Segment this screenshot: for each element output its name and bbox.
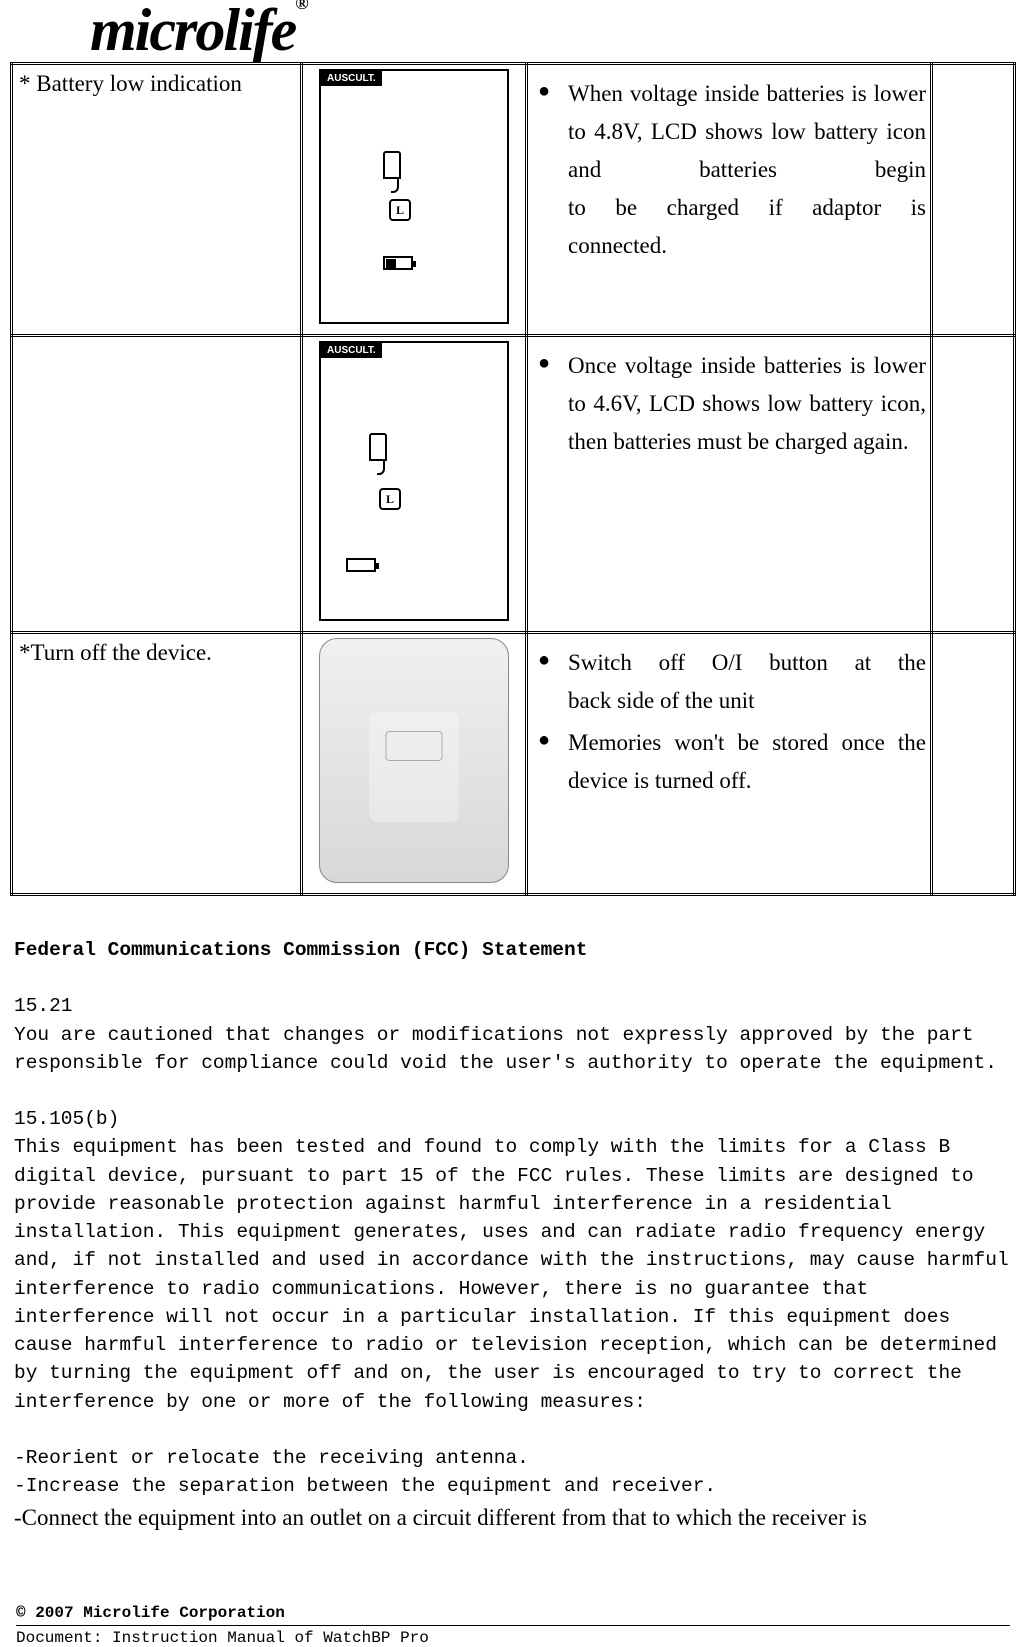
cuff-icon xyxy=(383,151,401,179)
auscult-label: AUSCULT. xyxy=(321,343,382,358)
footer-divider xyxy=(16,1625,1010,1626)
l-icon: L xyxy=(389,199,411,221)
row-empty xyxy=(932,633,1015,895)
fcc-section-head: 15.21 xyxy=(14,992,1012,1020)
row-label: *Turn off the device. xyxy=(12,633,302,895)
bullet-list: Once voltage inside batteries is lower t… xyxy=(532,347,926,461)
bullet-item: Once voltage inside batteries is lower t… xyxy=(532,347,926,461)
bullet-list: Switch off O/I button at the back side o… xyxy=(532,644,926,800)
battery-empty-icon xyxy=(346,558,376,572)
lcd-display-icon: AUSCULT. L xyxy=(319,341,509,621)
row-label xyxy=(12,336,302,633)
fcc-section-body: This equipment has been tested and found… xyxy=(14,1133,1012,1416)
spacer xyxy=(14,1077,1012,1105)
instruction-table: * Battery low indication AUSCULT. L When… xyxy=(10,62,1016,896)
auscult-label: AUSCULT. xyxy=(321,71,382,86)
bullet-text: Switch off O/I button at the back side o… xyxy=(568,650,926,713)
table-row: *Turn off the device. Switch off O/I but… xyxy=(12,633,1015,895)
logo-trademark: ® xyxy=(295,0,306,13)
lcd-display-icon: AUSCULT. L xyxy=(319,69,509,324)
bullet-item: When voltage inside batteries is lower t… xyxy=(532,75,926,265)
logo-text: microlife xyxy=(90,0,295,63)
cuff-icon xyxy=(369,433,387,461)
row-image-cell: AUSCULT. L xyxy=(302,336,527,633)
brand-logo: microlife® xyxy=(10,0,1016,60)
bullet-list: When voltage inside batteries is lower t… xyxy=(532,75,926,265)
fcc-title: Federal Communications Commission (FCC) … xyxy=(14,936,1012,964)
fcc-measure: -Reorient or relocate the receiving ante… xyxy=(14,1444,1012,1472)
table-row: AUSCULT. L Once voltage inside batteries… xyxy=(12,336,1015,633)
bullet-text: When voltage inside batteries is lower t… xyxy=(568,81,926,258)
row-label: * Battery low indication xyxy=(12,64,302,336)
bullet-item: Memories won't be stored once the device… xyxy=(532,724,926,800)
row-empty xyxy=(932,64,1015,336)
footer-copyright: © 2007 Microlife Corporation xyxy=(16,1604,1010,1622)
row-empty xyxy=(932,336,1015,633)
footer-document: Document: Instruction Manual of WatchBP … xyxy=(16,1629,1010,1647)
device-back-icon xyxy=(319,638,509,883)
spacer xyxy=(14,964,1012,992)
fcc-measure: -Connect the equipment into an outlet on… xyxy=(14,1501,1012,1534)
row-description: When voltage inside batteries is lower t… xyxy=(527,64,932,336)
page-container: microlife® * Battery low indication AUSC… xyxy=(0,0,1026,1647)
row-image-cell xyxy=(302,633,527,895)
row-description: Switch off O/I button at the back side o… xyxy=(527,633,932,895)
fcc-statement: Federal Communications Commission (FCC) … xyxy=(10,936,1016,1534)
page-footer: © 2007 Microlife Corporation Document: I… xyxy=(10,1604,1016,1647)
fcc-measure: -Increase the separation between the equ… xyxy=(14,1472,1012,1500)
fcc-section-body: You are cautioned that changes or modifi… xyxy=(14,1021,1012,1078)
bullet-item: Switch off O/I button at the back side o… xyxy=(532,644,926,720)
fcc-section-head: 15.105(b) xyxy=(14,1105,1012,1133)
row-description: Once voltage inside batteries is lower t… xyxy=(527,336,932,633)
spacer xyxy=(14,1416,1012,1444)
battery-half-icon xyxy=(383,256,413,270)
table-row: * Battery low indication AUSCULT. L When… xyxy=(12,64,1015,336)
l-icon: L xyxy=(379,488,401,510)
row-image-cell: AUSCULT. L xyxy=(302,64,527,336)
